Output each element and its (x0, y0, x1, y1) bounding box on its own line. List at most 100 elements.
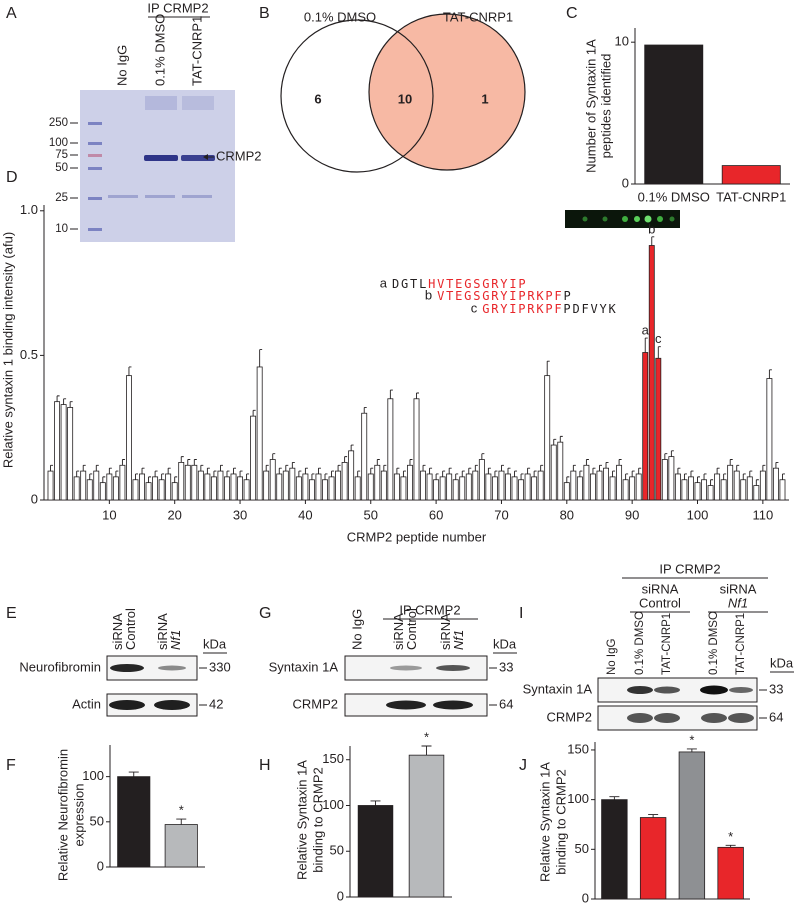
lane-label: siRNA (391, 613, 406, 650)
y-tick-label: 1.0 (20, 202, 38, 217)
bar (374, 464, 381, 501)
y-tick-label: 0 (622, 175, 629, 190)
blot-band (627, 686, 653, 694)
significance-mark: * (424, 729, 429, 744)
gel-band (181, 155, 215, 161)
row-label: Syntaxin 1A (269, 659, 339, 674)
bar (740, 479, 747, 501)
bar (746, 476, 753, 501)
bar (93, 470, 100, 501)
sequence-part: P (563, 289, 572, 303)
bar-label: a (642, 322, 650, 337)
sequence-part: DGTL (392, 277, 428, 291)
error-bar (219, 464, 223, 472)
bar (217, 470, 224, 501)
y-tick-label: 10 (615, 34, 629, 49)
gel-band (145, 195, 175, 198)
panel-label: F (6, 757, 16, 774)
row-label: CRMP2 (546, 709, 592, 724)
bar (393, 473, 400, 501)
error-bar (350, 444, 354, 451)
ip-header: IP CRMP2 (147, 0, 208, 15)
bar (413, 398, 420, 501)
error-bar (553, 438, 557, 446)
bar (655, 357, 662, 501)
error-bar (128, 366, 132, 376)
bar (720, 479, 727, 501)
bar (99, 482, 106, 501)
bar (224, 476, 230, 501)
lane-label: No IgG (114, 45, 129, 86)
venn-count: 1 (481, 91, 488, 106)
bar (145, 482, 152, 501)
bar (518, 479, 525, 501)
bar (243, 479, 250, 501)
y-axis-label: Relative Syntaxin 1A (537, 762, 552, 882)
bar (269, 459, 276, 501)
error-bar (370, 800, 381, 806)
error-bar (664, 453, 668, 460)
size-label: 33 (769, 681, 783, 696)
error-bar (455, 473, 459, 480)
error-bar (265, 464, 269, 472)
bar (67, 407, 74, 501)
bar (400, 476, 407, 501)
error-bar (141, 467, 145, 474)
x-axis-label: CRMP2 peptide number (347, 529, 487, 544)
error-bar (213, 470, 217, 477)
bar (459, 476, 466, 501)
blot-band (700, 685, 728, 695)
size-label: 330 (209, 659, 231, 674)
error-bar (527, 467, 531, 474)
bar (165, 473, 172, 501)
bar (295, 476, 302, 501)
bar (557, 441, 564, 501)
error-bar (135, 473, 138, 480)
y-axis-label: Relative Neurofibromin (55, 749, 70, 881)
ladder-band (88, 197, 102, 200)
error-bar (468, 467, 472, 474)
bar (139, 473, 145, 501)
bar (282, 470, 289, 501)
x-tick-label: 30 (233, 507, 247, 522)
bar (47, 470, 54, 501)
marker-label: 50 (55, 162, 68, 174)
blot-e (106, 655, 198, 717)
bar (563, 482, 570, 501)
bar (537, 470, 544, 501)
spot (669, 216, 675, 222)
lane-label: Control (404, 608, 419, 650)
error-bar (592, 467, 596, 474)
bar (681, 479, 688, 501)
bar (322, 479, 328, 501)
error-bar (324, 473, 328, 480)
error-bar (435, 473, 439, 480)
bar (707, 485, 714, 501)
ladder-band (88, 142, 102, 145)
bar (276, 473, 283, 501)
y-tick-label: 100 (82, 768, 104, 783)
bar (367, 473, 374, 501)
panel-label: C (566, 5, 578, 22)
significance-mark: * (689, 732, 694, 747)
error-bar (69, 401, 73, 408)
error-bar (474, 464, 478, 472)
error-bar (311, 473, 315, 480)
error-bar (729, 459, 733, 466)
error-bar (291, 461, 295, 469)
error-bar (206, 467, 210, 474)
y-axis-label: Number of Syntaxin 1A (583, 39, 598, 173)
error-bar (148, 476, 152, 483)
bar (164, 824, 198, 868)
panel-label: A (6, 5, 17, 22)
bar (387, 398, 394, 501)
bar (576, 476, 583, 501)
gel-band (108, 195, 138, 198)
bar (106, 473, 113, 501)
blot-band (627, 713, 653, 723)
blot-g (344, 655, 488, 717)
error-bar (625, 473, 629, 480)
error-bar (82, 464, 86, 472)
error-bar (102, 476, 106, 483)
panel-label: H (259, 757, 271, 774)
